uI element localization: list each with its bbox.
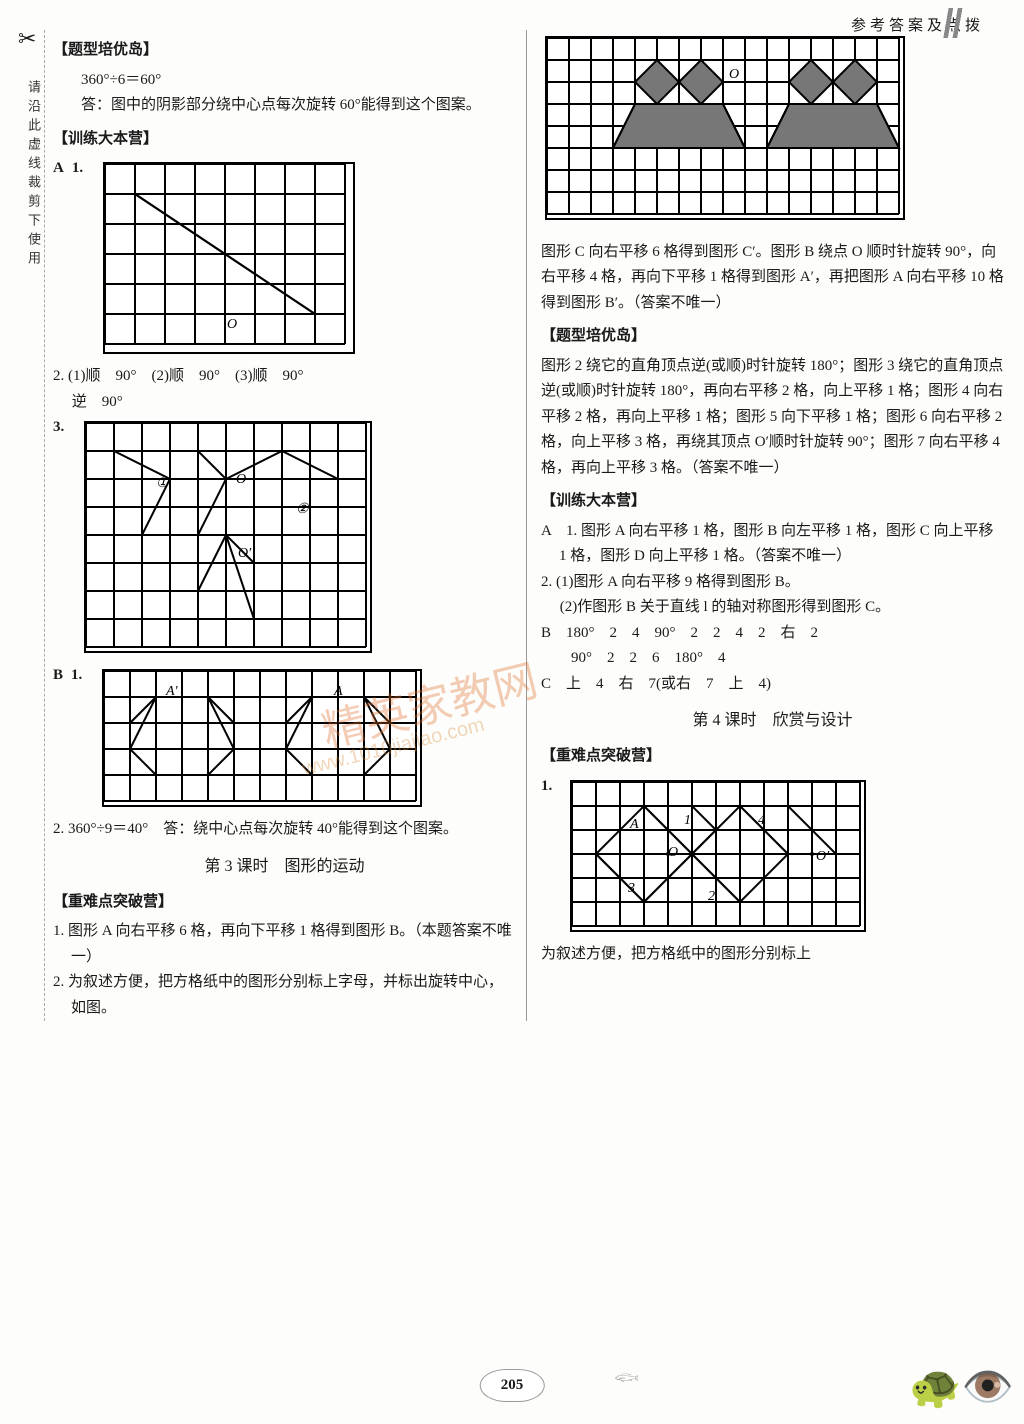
- section-head: 【训练大本营】: [53, 127, 516, 153]
- figure-b1: A′ A: [102, 669, 422, 807]
- section-head: 【题型培优岛】: [541, 324, 1004, 350]
- figure-bot-right: A 1 4 3 2 O O′: [570, 780, 866, 932]
- text: B 180° 2 4 90° 2 2 4 2 右 2: [541, 621, 1004, 647]
- text: 2. 360°÷9＝40° 答：绕中心点每次旋转 40°能得到这个图案。: [53, 817, 516, 843]
- figure-top-right: O: [545, 36, 905, 220]
- fish-icon: 𓆟: [614, 1363, 639, 1394]
- text: 360°÷6＝60°: [53, 68, 516, 94]
- o-label: O: [227, 317, 237, 332]
- item-num: 3.: [53, 415, 64, 663]
- text: 1. 图形 A 向右平移 6 格，再向下平移 1 格得到图形 B。（本题答案不唯…: [53, 919, 516, 970]
- text: 逆 90°: [53, 390, 516, 416]
- page: 请沿此虚线裁剪下使用 【题型培优岛】 360°÷6＝60° 答：图中的阴影部分绕…: [0, 0, 1024, 1081]
- text: 90° 2 2 6 180° 4: [541, 646, 1004, 672]
- text: C 上 4 右 7(或右 7 上 4): [541, 672, 1004, 698]
- section-head: 【题型培优岛】: [53, 38, 516, 64]
- text: 2. (1)顺 90° (2)顺 90° (3)顺 90°: [53, 364, 516, 390]
- a-label: A: [333, 684, 343, 699]
- text: 2. 为叙述方便，把方格纸中的图形分别标上字母，并标出旋转中心，如图。: [53, 970, 516, 1021]
- text: 图形 2 绕它的直角顶点逆(或顺)时针旋转 180°；图形 3 绕它的直角顶点逆…: [541, 354, 1004, 482]
- footer-art: 🐢👁️: [909, 1353, 1014, 1424]
- circ-label: ①: [156, 476, 170, 491]
- group-label: A: [53, 156, 64, 364]
- right-column: O 图形 C 向右平移 6 格得到图形 C′。图形 B 绕点 O 顺时针旋转 9…: [541, 30, 1004, 1021]
- columns: 【题型培优岛】 360°÷6＝60° 答：图中的阴影部分绕中心点每次旋转 60°…: [53, 30, 1004, 1021]
- page-number: 205: [480, 1369, 545, 1403]
- section-head: 【训练大本营】: [541, 489, 1004, 515]
- left-column: 【题型培优岛】 360°÷6＝60° 答：图中的阴影部分绕中心点每次旋转 60°…: [53, 30, 527, 1021]
- svg-text:1: 1: [684, 813, 691, 828]
- svg-text:O′: O′: [816, 849, 830, 864]
- section-head: 【重难点突破营】: [541, 744, 1004, 770]
- svg-text:O: O: [668, 845, 678, 860]
- section-head: 【重难点突破营】: [53, 890, 516, 916]
- svg-text:4: 4: [758, 813, 765, 828]
- text: 为叙述方便，把方格纸中的图形分别标上: [541, 942, 1004, 968]
- circ-label: ②: [296, 502, 310, 517]
- figure-a1: O: [103, 162, 355, 354]
- o-prime-label: O′: [238, 546, 252, 561]
- o-label: O: [729, 67, 739, 82]
- group-label: B: [53, 663, 63, 817]
- text: (2)作图形 B 关于直线 l 的轴对称图形得到图形 C。: [541, 595, 1004, 621]
- scissors-icon: ✂: [18, 20, 36, 57]
- text: 图形 C 向右平移 6 格得到图形 C′。图形 B 绕点 O 顺时针旋转 90°…: [541, 240, 1004, 317]
- lesson-title: 第 3 课时 图形的运动: [53, 853, 516, 880]
- text: A 1. 图形 A 向右平移 1 格，图形 B 向左平移 1 格，图形 C 向上…: [541, 519, 1004, 570]
- text: 答：图中的阴影部分绕中心点每次旋转 60°能得到这个图案。: [53, 93, 516, 119]
- item-num: 1.: [541, 774, 552, 942]
- cut-note: 请沿此虚线裁剪下使用: [20, 30, 45, 1021]
- item-num: 1.: [71, 663, 82, 817]
- lesson-title: 第 4 课时 欣赏与设计: [541, 707, 1004, 734]
- svg-text:3: 3: [627, 881, 635, 896]
- svg-text:A: A: [629, 817, 639, 832]
- a-prime-label: A′: [165, 684, 179, 699]
- svg-text:2: 2: [708, 889, 715, 904]
- o-label: O: [236, 472, 246, 487]
- text: 2. (1)图形 A 向右平移 9 格得到图形 B。: [541, 570, 1004, 596]
- header-decoration: [914, 8, 1024, 38]
- figure-a3: ① ② O O′: [84, 421, 372, 653]
- item-num: 1.: [72, 156, 83, 364]
